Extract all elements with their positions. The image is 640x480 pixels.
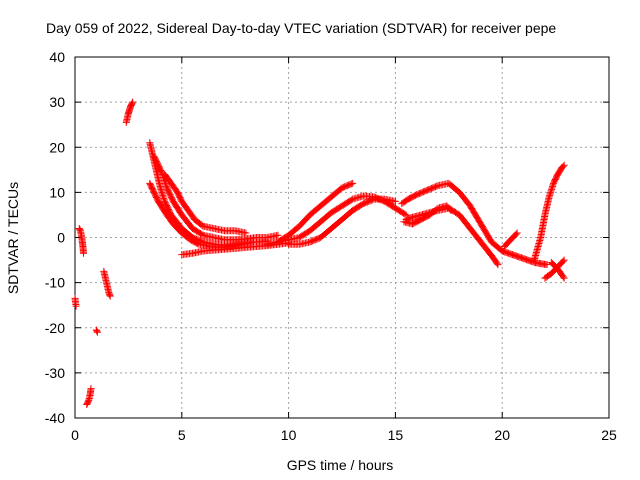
data-point xyxy=(93,327,101,335)
series-group xyxy=(150,152,282,244)
series-group xyxy=(498,247,551,269)
series-group xyxy=(285,195,399,248)
y-axis-label: SDTVAR / TECUs xyxy=(5,182,21,294)
y-tick-label: 0 xyxy=(57,230,65,246)
data-point xyxy=(129,98,137,106)
data-point xyxy=(401,210,409,218)
data-point xyxy=(369,196,377,204)
series-group xyxy=(400,202,455,228)
data-point xyxy=(493,259,501,267)
data-points xyxy=(71,98,568,408)
data-point xyxy=(198,230,206,238)
data-point xyxy=(391,197,399,205)
series-group xyxy=(263,179,357,248)
series-group xyxy=(547,258,568,282)
x-tick-label: 15 xyxy=(388,427,404,443)
y-tick-label: -40 xyxy=(45,410,65,426)
series-group xyxy=(75,224,88,257)
data-point xyxy=(93,328,101,336)
data-point xyxy=(347,180,355,188)
data-point xyxy=(433,182,441,190)
axis-ticks: 0 5 10 15 20 25 -40 -30 -20 -10 0 10 20 30 40 xyxy=(45,49,617,443)
x-tick-label: 10 xyxy=(281,427,297,443)
data-point xyxy=(560,161,568,169)
series-group xyxy=(122,98,137,126)
x-tick-label: 0 xyxy=(71,427,79,443)
series-group xyxy=(161,170,250,237)
data-point xyxy=(560,274,568,282)
series-group xyxy=(92,326,101,336)
series-group xyxy=(398,179,506,255)
data-point xyxy=(347,196,355,204)
series-group xyxy=(100,267,114,300)
data-point xyxy=(513,229,521,237)
grid xyxy=(75,57,609,418)
data-point xyxy=(543,261,551,269)
data-point xyxy=(80,249,88,257)
series-group xyxy=(274,192,410,246)
x-tick-label: 25 xyxy=(601,427,617,443)
data-point xyxy=(87,385,95,393)
y-tick-label: -10 xyxy=(45,275,65,291)
data-point xyxy=(128,99,136,107)
data-point xyxy=(446,205,454,213)
data-point xyxy=(559,162,567,170)
y-tick-label: -20 xyxy=(45,320,65,336)
series-group xyxy=(146,139,271,250)
series-group xyxy=(83,385,95,408)
data-point xyxy=(242,229,250,237)
data-point xyxy=(560,256,568,264)
x-axis-label: GPS time / hours xyxy=(287,457,394,473)
y-tick-label: -30 xyxy=(45,365,65,381)
series-group xyxy=(530,161,568,264)
data-point xyxy=(494,261,502,269)
data-point xyxy=(72,302,80,310)
x-tick-label: 5 xyxy=(178,427,186,443)
y-tick-label: 40 xyxy=(49,49,65,65)
data-point xyxy=(106,292,114,300)
data-point xyxy=(512,230,520,238)
series-group xyxy=(71,294,80,310)
data-point xyxy=(106,291,114,299)
chart-title: Day 059 of 2022, Sidereal Day-to-day VTE… xyxy=(46,20,556,36)
y-tick-label: 20 xyxy=(49,139,65,155)
series-group xyxy=(500,229,521,251)
y-tick-label: 30 xyxy=(49,94,65,110)
data-point xyxy=(559,273,567,281)
y-tick-label: 10 xyxy=(49,184,65,200)
data-point xyxy=(274,231,282,239)
data-point xyxy=(559,257,567,265)
data-point xyxy=(349,179,357,187)
x-tick-label: 20 xyxy=(494,427,510,443)
data-point xyxy=(447,206,455,214)
